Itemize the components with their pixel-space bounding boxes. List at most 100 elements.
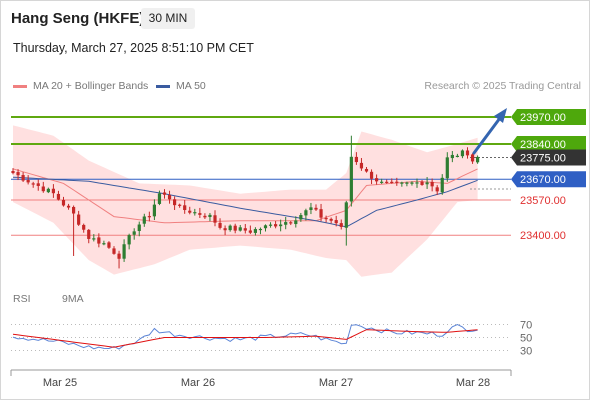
level-tag: [511, 135, 586, 152]
candle-body: [258, 228, 263, 231]
legend-ma50: MA 50: [156, 80, 206, 92]
candle-body: [238, 227, 242, 231]
legend-ma9-label: 9MA: [62, 293, 84, 305]
candle-body: [102, 243, 106, 245]
candle-body: [173, 199, 177, 206]
candle-body: [82, 224, 86, 230]
candle-body: [284, 222, 288, 225]
level-value: 23670.00: [520, 174, 566, 186]
candle-body: [299, 215, 303, 220]
candle-body: [203, 215, 207, 218]
candle-body: [440, 177, 444, 193]
projection-arrow-icon: [472, 116, 502, 155]
candle-body: [152, 204, 156, 217]
candle-body: [410, 182, 414, 184]
bollinger-band: [13, 125, 478, 277]
candle-body: [183, 205, 187, 210]
x-tick-label: Mar 25: [43, 377, 77, 389]
candle-body: [289, 222, 293, 224]
candle-body: [253, 229, 257, 233]
candle-body: [476, 156, 480, 163]
candle-body: [390, 181, 394, 184]
candle-body: [157, 193, 162, 204]
candle-body: [77, 214, 81, 225]
candle-body: [72, 206, 76, 214]
ma50-line: [12, 176, 478, 228]
candle-body: [127, 235, 131, 245]
candle-body: [167, 194, 172, 200]
candle-body: [369, 171, 374, 179]
candle-body: [147, 216, 151, 218]
candle-body: [193, 212, 197, 214]
candle-body: [359, 162, 364, 169]
candle-body: [218, 222, 222, 228]
candle-body: [314, 207, 318, 210]
legend-ma20-label: MA 20 + Bollinger Bands: [33, 80, 149, 92]
projection-arrowhead-icon: [494, 108, 507, 123]
candle-body: [354, 156, 358, 163]
candle-body: [415, 182, 419, 184]
level-value: 23840.00: [520, 139, 566, 151]
candle-body: [263, 225, 268, 229]
candle-body: [198, 213, 202, 215]
candle-body: [465, 150, 470, 156]
legend-rsi-label: RSI: [13, 293, 31, 305]
candle-body: [26, 179, 30, 183]
level-label-support: 23400.00: [520, 230, 566, 242]
candle-body: [395, 181, 399, 183]
candle-body: [223, 228, 227, 231]
candle-body: [178, 204, 182, 206]
x-tick-label: Mar 28: [456, 377, 490, 389]
candle-body: [46, 188, 50, 193]
legend-ma9: 9MA: [62, 293, 84, 305]
candle-body: [430, 181, 434, 187]
candle-body: [435, 187, 439, 192]
candle-body: [142, 216, 146, 224]
candle-body: [248, 230, 252, 233]
timeframe-badge[interactable]: 30 MIN: [141, 8, 195, 29]
level-label-support: 23570.00: [520, 195, 566, 207]
legend-ma20: MA 20 + Bollinger Bands: [13, 80, 148, 92]
candle-body: [228, 225, 232, 231]
level-tag: [511, 109, 586, 126]
level-label-resistance: 23970.00: [511, 109, 586, 126]
candle-body: [16, 172, 20, 176]
rsi-ma9-line: [12, 329, 478, 348]
candle-body: [274, 224, 278, 227]
candle-body: [66, 205, 71, 208]
candle-body: [41, 186, 45, 192]
candle-body: [304, 210, 308, 216]
level-label-pivot: 23670.00: [511, 171, 586, 188]
candle-body: [334, 220, 338, 224]
instrument-title: Hang Seng (HKFE): [11, 10, 145, 27]
candle-body: [122, 244, 126, 259]
research-credit: Research © 2025 Trading Central: [424, 80, 581, 92]
candle-body: [61, 199, 66, 206]
candle-body: [420, 181, 424, 185]
candle-body: [344, 202, 348, 228]
level-value: 23970.00: [520, 112, 566, 124]
level-value: 23400.00: [520, 230, 566, 242]
candle-body: [339, 223, 343, 227]
candle-body: [319, 209, 323, 218]
candle-body: [92, 238, 96, 240]
candle-body: [375, 178, 379, 182]
candle-body: [11, 171, 15, 174]
candle-body: [137, 224, 141, 232]
candle-body: [405, 182, 409, 184]
candle-body: [188, 210, 192, 213]
ma20-swatch-icon: [13, 84, 27, 88]
timestamp: Thursday, March 27, 2025 8:51:10 PM CET: [13, 41, 254, 55]
rsi-tick-label: 50: [520, 333, 532, 345]
candle-body: [56, 193, 61, 200]
level-label-resistance: 23840.00: [511, 135, 586, 152]
candle-body: [470, 154, 475, 162]
rsi-tick-label: 30: [520, 346, 532, 358]
candle-body: [385, 181, 389, 183]
candle-body: [31, 183, 35, 185]
candle-body: [455, 155, 459, 158]
legend-rsi: RSI: [13, 293, 31, 305]
candle-body: [400, 182, 404, 184]
candle-body: [243, 228, 247, 231]
